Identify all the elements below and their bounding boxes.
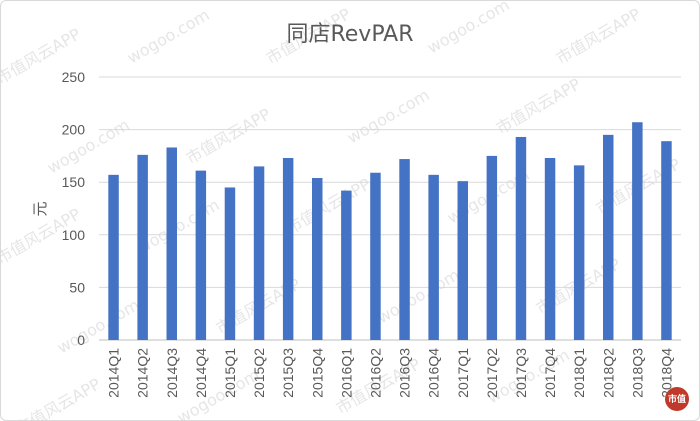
x-tick-label: 2014Q1 [106,348,122,398]
x-tick-label: 2016Q1 [338,348,354,398]
bar-2018Q1 [573,165,585,340]
bar-2016Q3 [399,159,410,340]
watermark-text: 市值风云APP [183,104,274,168]
x-tick-label: 2016Q3 [397,348,413,398]
bar-2018Q4 [661,141,672,340]
bar-2017Q4 [544,158,556,340]
x-tick-label: 2018Q1 [571,348,587,398]
bar-2014Q2 [137,154,148,340]
x-tick-label: 2018Q2 [600,348,616,398]
watermark-text: 市值风云APP [553,4,644,68]
bar-2015Q1 [224,187,236,340]
watermark-text: wogoo.com [44,115,133,177]
y-tick-label: 0 [77,332,85,348]
x-tick-label: 2016Q4 [426,348,442,398]
x-tick-labels: 2014Q1 2014Q2 2014Q3 2014Q4 2015Q1 2015Q2 2015… [106,348,675,398]
x-tick-label: 2016Q2 [367,348,383,398]
y-tick-label: 250 [62,69,86,85]
bar-2017Q2 [486,155,498,340]
y-tick-label: 150 [62,174,86,190]
watermark-text: wogoo.com [174,365,263,420]
bar-2015Q4 [312,177,323,340]
x-tick-label: 2015Q1 [222,348,238,398]
x-tick-label: 2014Q4 [193,348,209,398]
bar-2014Q3 [166,147,177,340]
chart-title: 同店RevPAR [286,22,413,47]
bar-2015Q2 [253,166,265,340]
bars [108,122,672,341]
x-tick-label: 2015Q2 [251,348,267,398]
bar-2018Q3 [632,122,643,341]
logo-text: 市值 [668,393,686,405]
bar-2016Q4 [428,174,439,340]
watermark-text: wogoo.com [424,1,513,57]
logo-badge: 市值 [665,387,689,411]
y-tick-labels: 0 50 100 150 200 250 [62,69,86,348]
bar-2014Q1 [108,174,119,340]
x-tick-label: 2015Q3 [280,348,296,398]
x-tick-label: 2014Q3 [164,348,180,398]
x-tick-label: 2017Q1 [455,348,471,398]
watermark-text: wogoo.com [124,5,213,67]
watermark-text: wogoo.com [344,85,433,147]
bar-2018Q2 [603,134,614,340]
watermark-text: 市值风云APP [493,74,584,138]
x-tick-label: 2018Q3 [629,348,645,398]
watermark-text: wogoo.com [54,295,143,357]
x-tick-label: 2015Q4 [309,348,325,398]
x-tick-label: 2017Q3 [513,348,529,398]
y-tick-label: 50 [69,279,85,295]
y-axis-label: 元 [31,201,49,216]
bar-2017Q3 [515,136,527,340]
bar-2016Q1 [341,190,352,340]
bar-2017Q1 [457,181,468,340]
watermark-text: 市值风云APP [283,174,374,238]
x-tick-label: 2018Q4 [658,348,674,398]
y-tick-label: 100 [62,227,86,243]
x-tick-label: 2017Q4 [542,348,558,398]
bar-2015Q3 [282,158,294,340]
y-tick-label: 200 [62,122,86,138]
bar-2016Q2 [370,172,381,340]
watermark-text: wogoo.com [374,265,463,327]
watermark-text: 市值风云APP [13,374,104,420]
bar-2014Q4 [195,170,207,340]
x-tick-label: 2017Q2 [484,348,500,398]
x-tick-label: 2014Q2 [135,348,151,398]
